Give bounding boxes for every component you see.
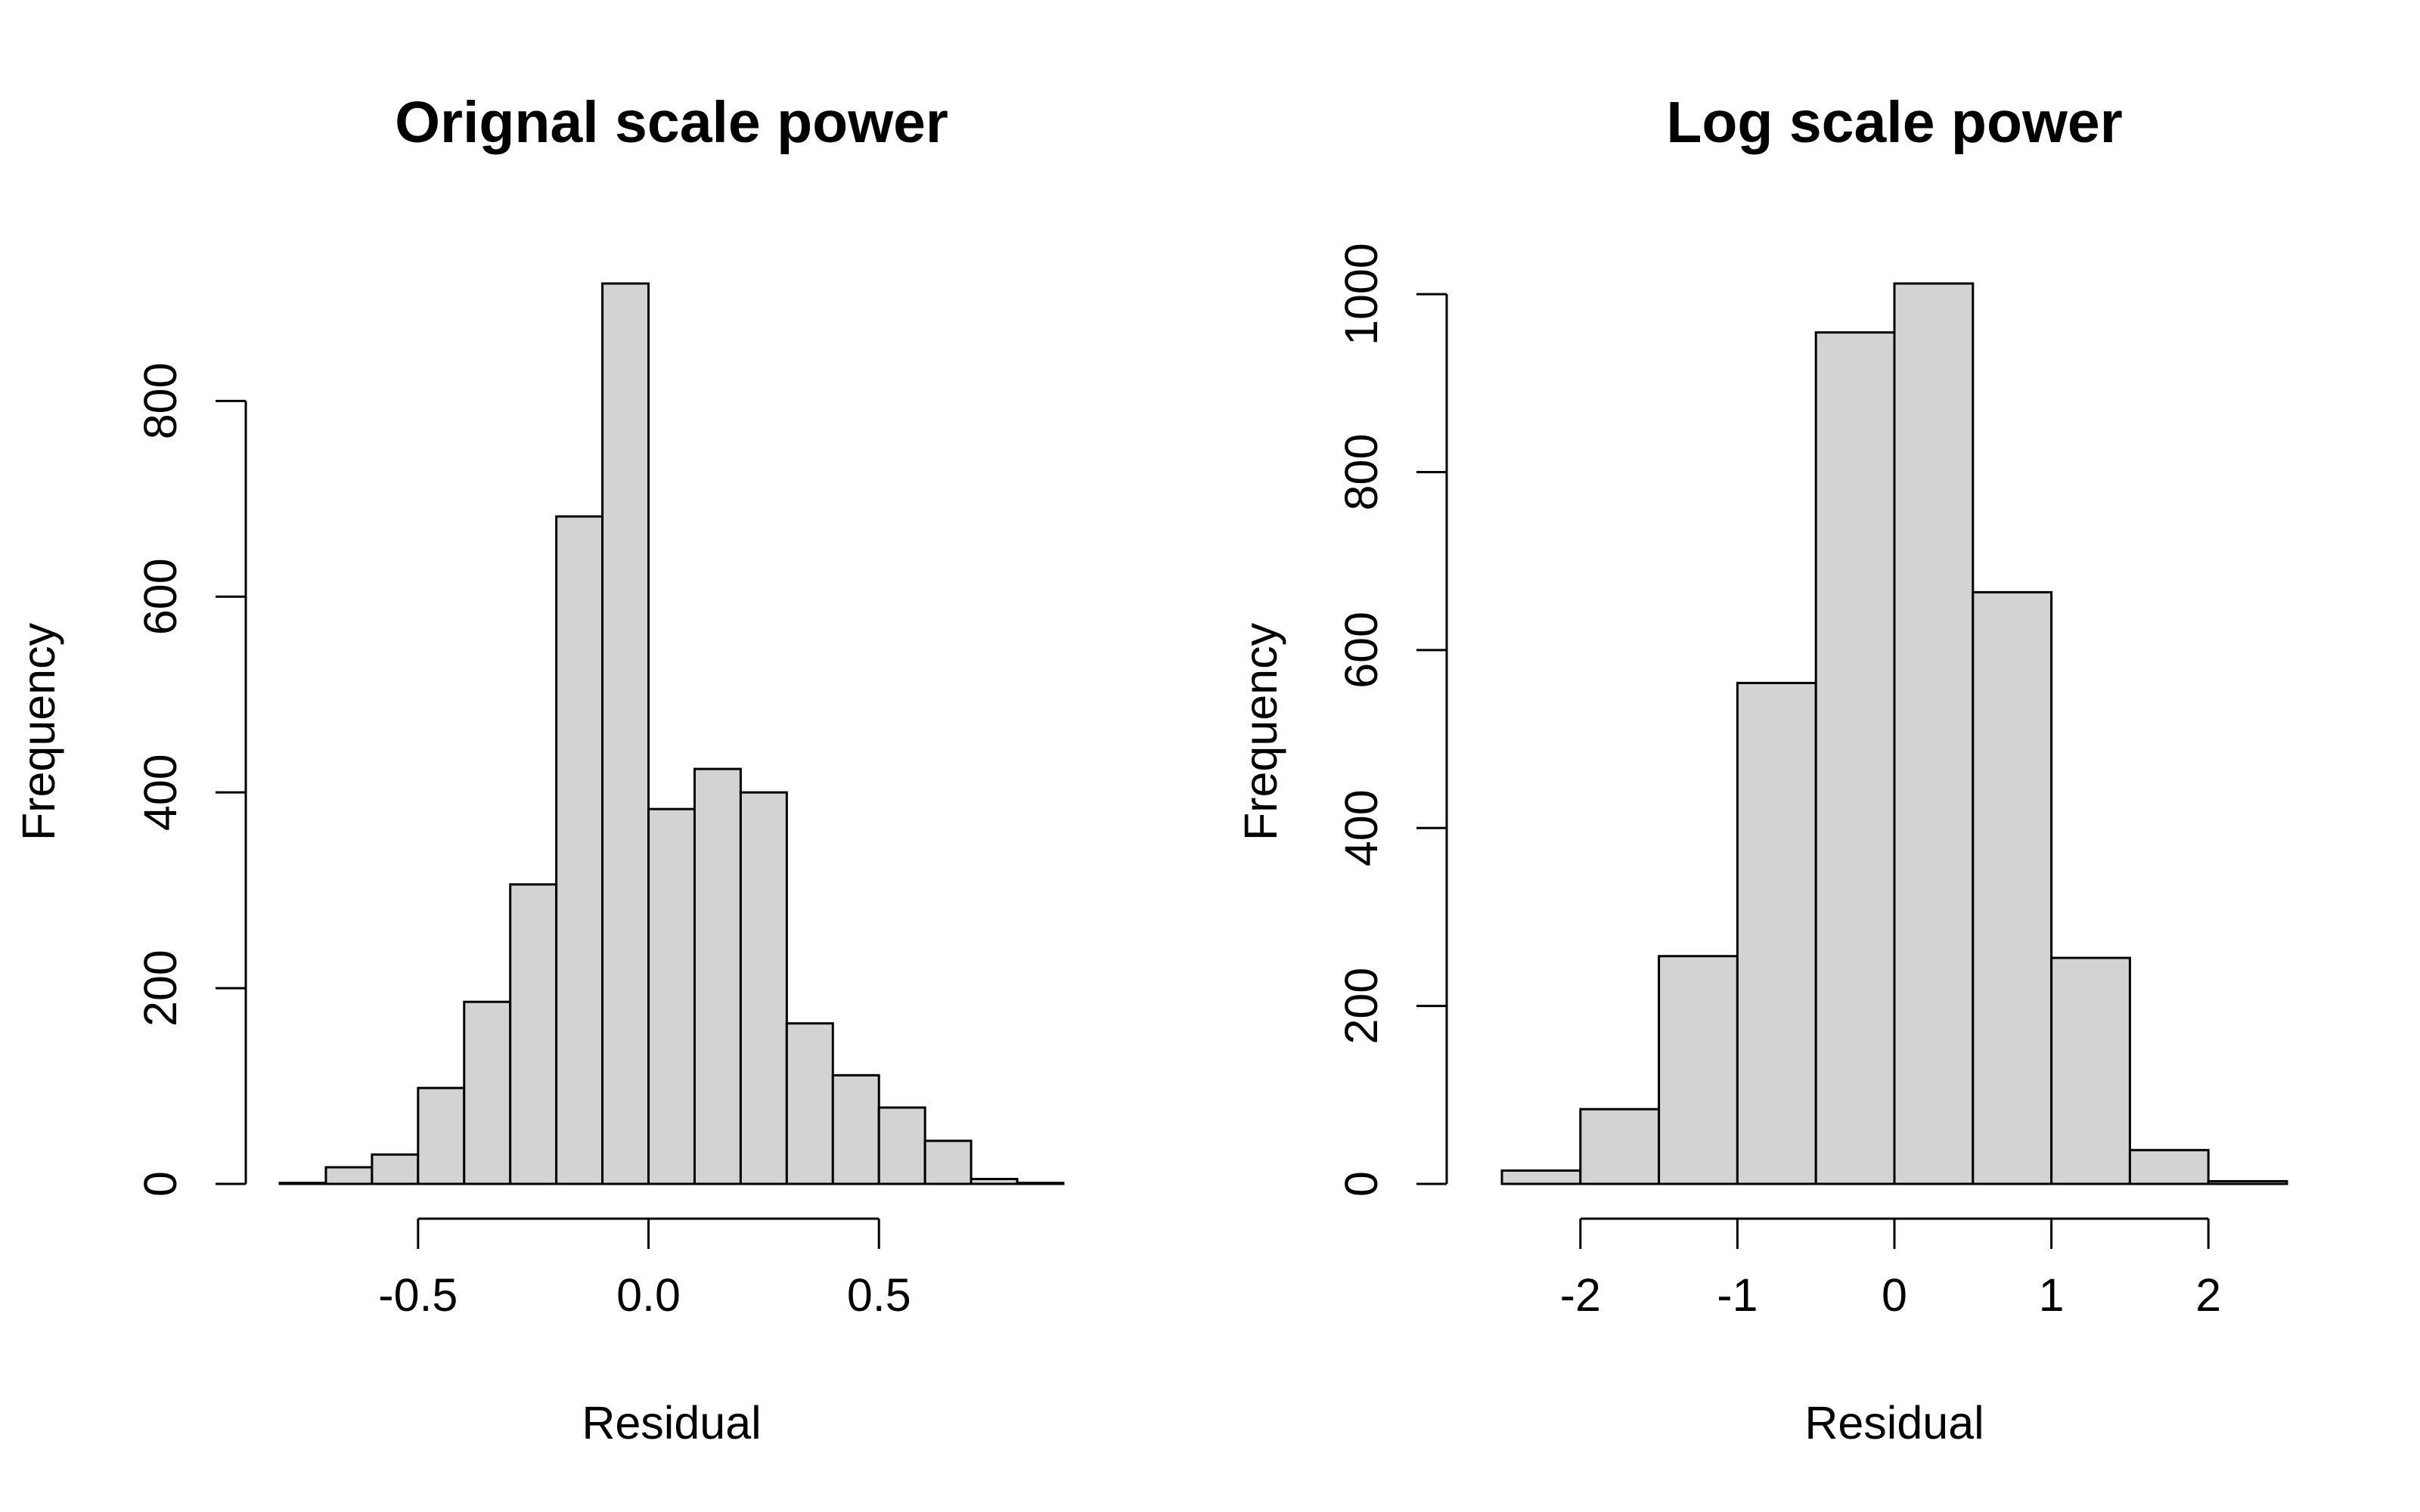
histogram-bar (1658, 955, 1739, 1185)
y-tick-label: 600 (135, 558, 186, 635)
y-tick-label: 600 (1336, 612, 1387, 689)
histogram-bar (693, 767, 742, 1185)
x-tick-label: 2 (2195, 1269, 2221, 1321)
bar-group (1500, 282, 2288, 1185)
histogram-bar (278, 1182, 327, 1185)
y-tick-label: 200 (1336, 968, 1387, 1045)
histogram-bar (463, 1000, 512, 1185)
histogram-bar (647, 807, 696, 1185)
histogram-bar (1500, 1169, 1582, 1185)
histogram-bar (1814, 331, 1896, 1185)
histogram-bar (371, 1153, 420, 1185)
x-tick-label: -0.5 (378, 1269, 458, 1321)
y-axis: 0 200 400 600 800 (135, 362, 247, 1197)
histogram-bar (601, 282, 650, 1185)
x-tick-label: 0.5 (847, 1269, 911, 1321)
histogram-original-scale: Orignal scale power Residual Frequency -… (13, 90, 1065, 1448)
histogram-bar (1893, 282, 1975, 1185)
histogram-bar (555, 515, 604, 1185)
y-tick-label: 800 (135, 362, 186, 439)
y-tick-label: 0 (135, 1171, 186, 1197)
x-axis-label: Residual (582, 1397, 761, 1448)
histogram-bar (1972, 590, 2053, 1185)
y-axis: 0 200 400 600 800 1000 (1336, 243, 1448, 1197)
chart-title: Log scale power (1666, 90, 2122, 155)
y-tick-label: 400 (1336, 789, 1387, 866)
y-axis-label: Frequency (1235, 622, 1286, 841)
histogram-bar (877, 1106, 926, 1185)
histogram-bar (785, 1022, 834, 1185)
histogram-bar (739, 791, 788, 1185)
y-axis-label: Frequency (13, 622, 64, 841)
histogram-bar (923, 1139, 973, 1185)
histogram-bar (1016, 1182, 1065, 1185)
y-tick-label: 0 (1336, 1171, 1387, 1197)
x-axis: -0.5 0.0 0.5 (378, 1217, 911, 1321)
bar-group (278, 282, 1065, 1185)
histogram-bar (1736, 681, 1817, 1185)
y-tick-label: 800 (1336, 434, 1387, 511)
x-tick-label: 1 (2039, 1269, 2065, 1321)
histogram-bar (831, 1074, 880, 1185)
histogram-bar (417, 1086, 466, 1185)
histogram-bar (509, 883, 558, 1185)
histogram-bar (2128, 1148, 2210, 1185)
histogram-bar (970, 1178, 1019, 1185)
x-tick-label: 0 (1882, 1269, 1907, 1321)
y-tick-label: 1000 (1336, 243, 1387, 345)
y-tick-label: 400 (135, 754, 186, 831)
x-tick-label: 0.0 (616, 1269, 681, 1321)
histogram-bar (1579, 1108, 1661, 1185)
histogram-bar (2207, 1179, 2288, 1185)
x-axis: -2 -1 0 1 2 (1560, 1217, 2221, 1321)
histogram-bar (2050, 956, 2131, 1185)
x-axis-label: Residual (1804, 1397, 1984, 1448)
histogram-bar (324, 1166, 374, 1185)
histogram-log-scale: Log scale power Residual Frequency -2 -1 0… (1235, 90, 2288, 1448)
chart-title: Orignal scale power (395, 90, 948, 155)
x-tick-label: -2 (1560, 1269, 1601, 1321)
y-tick-label: 200 (135, 950, 186, 1027)
x-tick-label: -1 (1717, 1269, 1758, 1321)
